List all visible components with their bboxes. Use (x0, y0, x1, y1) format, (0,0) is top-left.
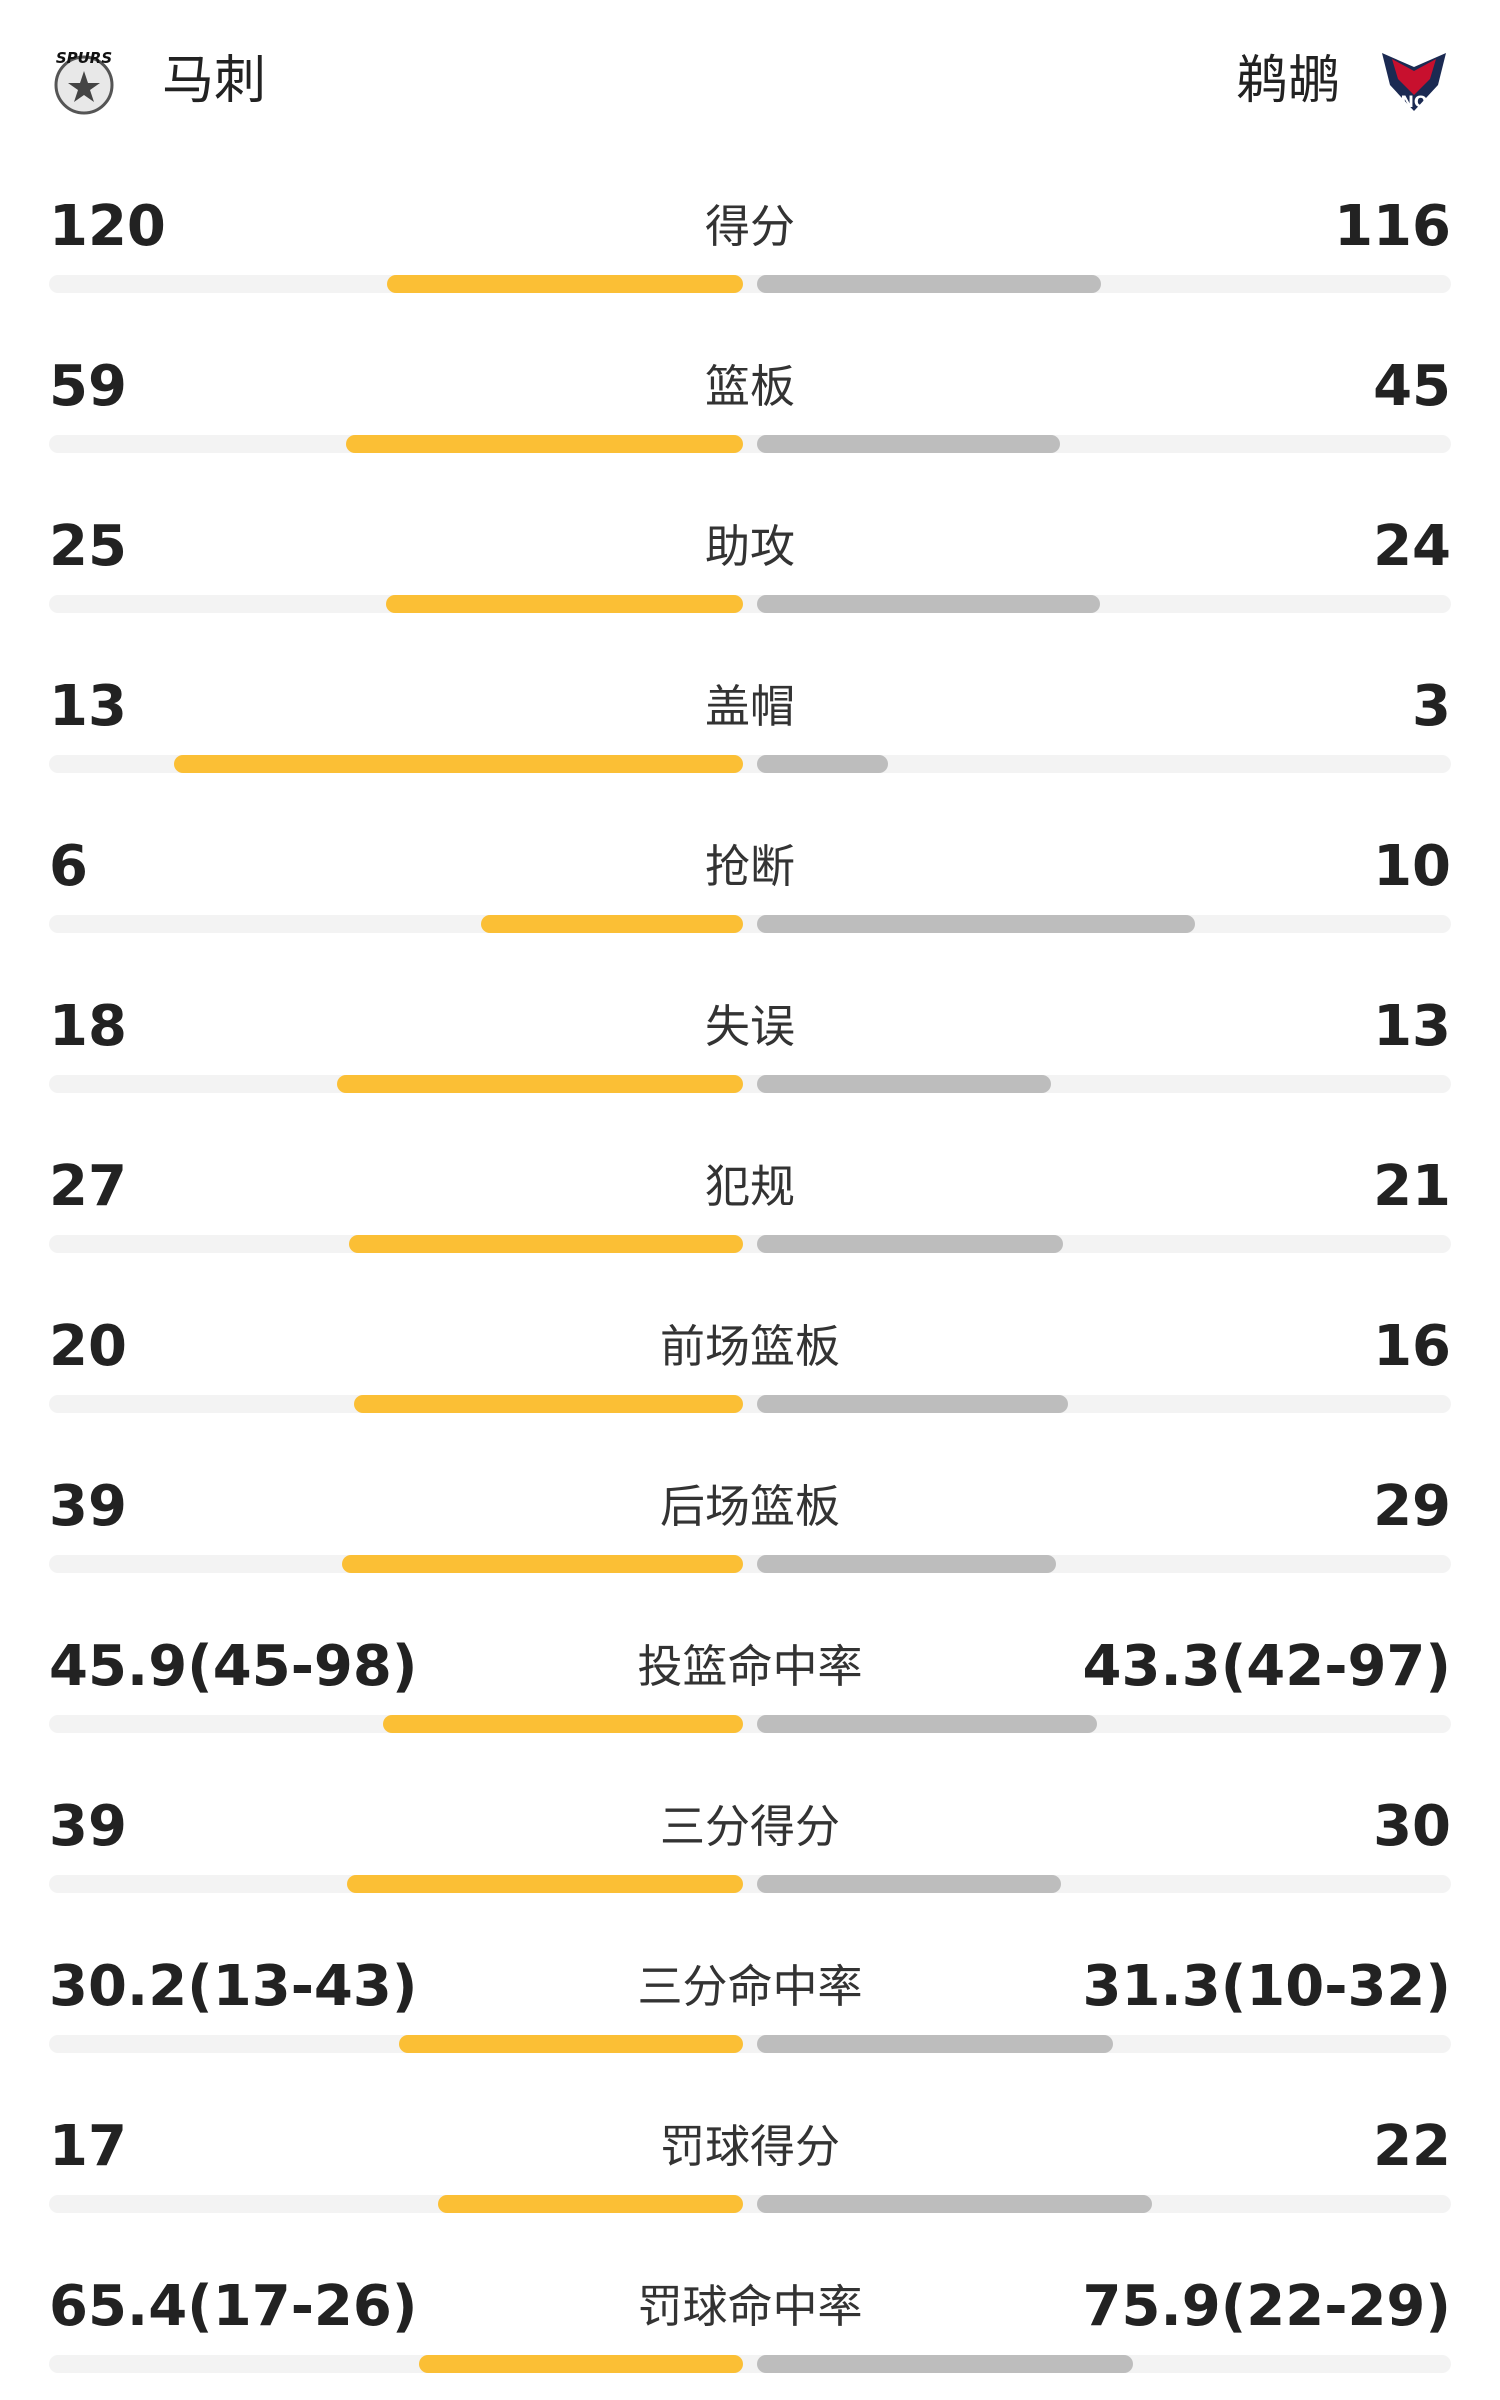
bar-track (49, 915, 1451, 933)
home-value: 30.2(13-43) (49, 1954, 418, 2019)
stat-label: 失误 (704, 1000, 795, 1053)
away-value: 75.9(22-29) (1082, 2274, 1451, 2339)
stat-label: 助攻 (704, 520, 795, 573)
home-value: 20 (49, 1314, 127, 1379)
bar-track (49, 275, 1451, 293)
away-bar (757, 2195, 1152, 2213)
bar-track (49, 1555, 1451, 1573)
home-bar (354, 1395, 743, 1413)
home-logo-text: SPURS (56, 49, 112, 67)
away-value: 43.3(42-97) (1082, 1634, 1451, 1699)
away-value: 116 (1334, 194, 1451, 259)
away-bar (757, 1075, 1051, 1093)
home-value: 120 (49, 194, 166, 259)
home-bar (387, 275, 743, 293)
home-bar (336, 1075, 743, 1093)
home-bar (437, 2195, 743, 2213)
away-value: 21 (1373, 1154, 1451, 1219)
stat-label: 得分 (704, 200, 795, 253)
away-bar (757, 755, 889, 773)
away-value: 16 (1373, 1314, 1451, 1379)
bar-track (49, 2195, 1451, 2213)
home-value: 25 (49, 514, 127, 579)
away-bar (757, 915, 1195, 933)
home-value: 39 (49, 1474, 127, 1539)
home-value: 59 (49, 354, 127, 419)
away-bar (757, 2035, 1114, 2053)
away-value: 29 (1373, 1474, 1451, 1539)
away-value: 3 (1412, 674, 1451, 739)
home-bar (349, 1235, 743, 1253)
home-value: 45.9(45-98) (49, 1634, 418, 1699)
away-team: 鹈鹕 (1235, 51, 1340, 111)
bar-track (49, 1235, 1451, 1253)
home-value: 17 (49, 2114, 127, 2179)
stat-label: 罚球得分 (659, 2120, 840, 2173)
home-value: 27 (49, 1154, 127, 1219)
home-bar (345, 435, 743, 453)
away-bar (757, 1715, 1097, 1733)
home-bar (341, 1555, 743, 1573)
away-bar (757, 1235, 1064, 1253)
bar-track (49, 2035, 1451, 2053)
home-value: 6 (49, 834, 88, 899)
away-bar (757, 2355, 1133, 2373)
stat-label: 三分得分 (659, 1800, 840, 1853)
home-bar (347, 1875, 743, 1893)
home-value: 13 (49, 674, 127, 739)
away-logo-text: NO (1401, 92, 1428, 111)
away-value: 13 (1373, 994, 1451, 1059)
bar-track (49, 1715, 1451, 1733)
stat-label: 篮板 (704, 360, 795, 413)
away-logo: NO (1382, 53, 1446, 111)
stat-label: 投篮命中率 (637, 1640, 863, 1693)
stat-label: 后场篮板 (659, 1480, 840, 1533)
away-value: 31.3(10-32) (1082, 1954, 1451, 2019)
away-value: 22 (1373, 2114, 1451, 2179)
away-value: 30 (1373, 1794, 1451, 1859)
home-logo: SPURS (54, 49, 114, 115)
home-bar (385, 595, 743, 613)
away-value: 10 (1373, 834, 1451, 899)
stat-label: 罚球命中率 (637, 2280, 863, 2333)
bar-track (49, 1075, 1451, 1093)
bar-track (49, 2355, 1451, 2373)
away-bar (757, 1395, 1069, 1413)
away-value: 24 (1373, 514, 1451, 579)
home-value: 18 (49, 994, 127, 1059)
bar-track (49, 435, 1451, 453)
away-bar (757, 435, 1060, 453)
away-bar (757, 595, 1100, 613)
stat-label: 盖帽 (704, 680, 795, 733)
home-bar (399, 2035, 743, 2053)
stat-label: 三分命中率 (637, 1960, 863, 2013)
bar-track (49, 595, 1451, 613)
away-value: 45 (1373, 354, 1451, 419)
home-bar (382, 1715, 743, 1733)
home-value: 65.4(17-26) (49, 2274, 418, 2339)
home-bar (419, 2355, 743, 2373)
away-bar (757, 275, 1102, 293)
home-team: 马刺 (162, 51, 267, 111)
stat-label: 抢断 (704, 840, 795, 893)
home-value: 39 (49, 1794, 127, 1859)
home-bar (480, 915, 743, 933)
away-bar (757, 1555, 1056, 1573)
stat-label: 前场篮板 (659, 1320, 840, 1373)
away-bar (757, 1875, 1062, 1893)
stat-label: 犯规 (704, 1160, 795, 1213)
bar-track (49, 1875, 1451, 1893)
home-bar (174, 755, 743, 773)
bar-track (49, 1395, 1451, 1413)
